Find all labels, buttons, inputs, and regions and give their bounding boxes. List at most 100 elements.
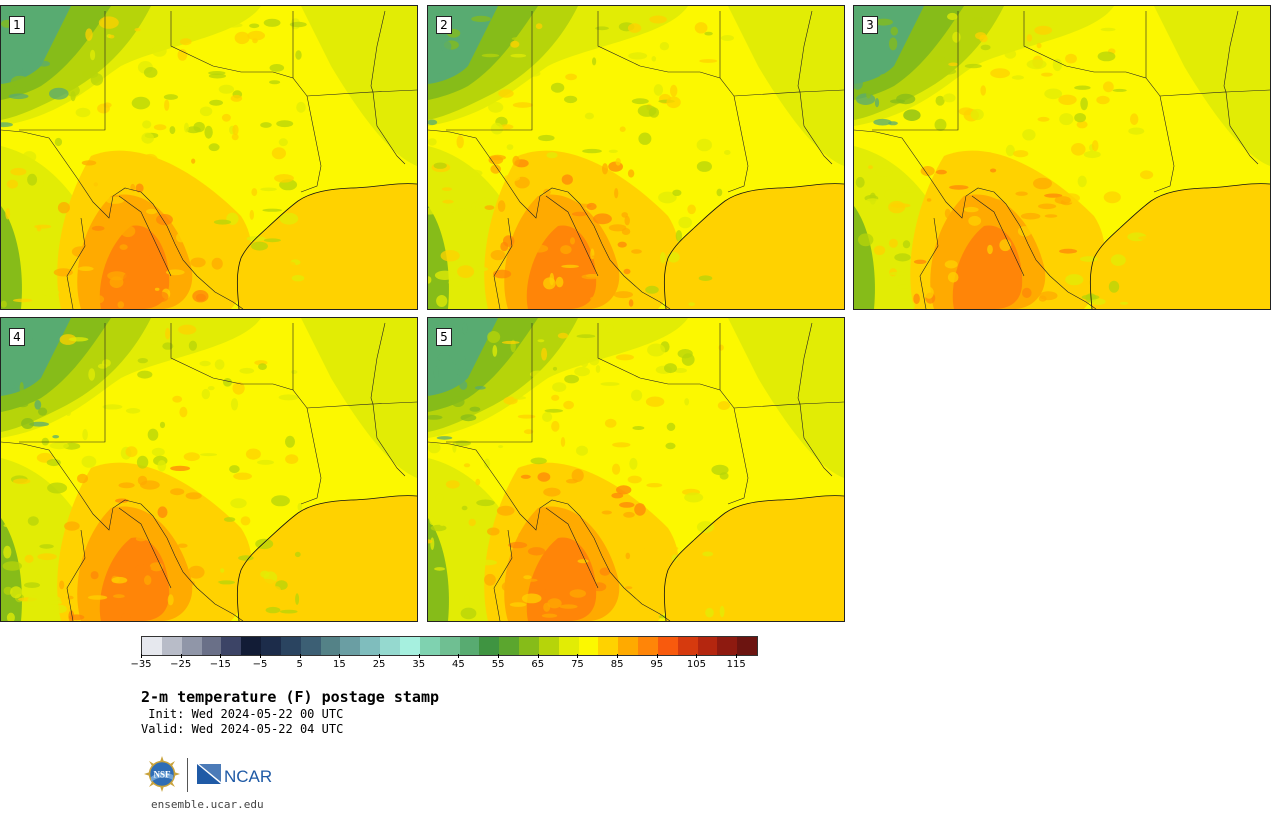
temperature-blob (684, 492, 704, 503)
temperature-blob (855, 176, 865, 188)
temperature-blob (675, 600, 695, 608)
temperature-blob (931, 55, 946, 62)
temperature-blob (10, 167, 27, 176)
temperature-blob (1040, 20, 1060, 26)
temperature-blob (970, 108, 984, 121)
temperature-blob (498, 445, 504, 449)
temperature-blob (37, 553, 57, 561)
cool-east-band (301, 318, 417, 478)
temperature-blob (125, 408, 141, 414)
temperature-blob (674, 368, 687, 373)
colorbar-cell (737, 637, 758, 655)
temperature-blob (247, 30, 265, 41)
temperature-blob (964, 63, 982, 69)
member-number: 2 (436, 16, 452, 34)
temperature-blob (274, 174, 294, 183)
temperature-blob (1079, 256, 1098, 262)
temperature-blob (987, 199, 1006, 212)
temperature-blob (667, 251, 680, 263)
temperature-blob (178, 324, 197, 335)
temperature-blob (944, 260, 958, 269)
temperature-blob (672, 189, 682, 196)
temperature-blob (88, 368, 96, 381)
temperature-blob (492, 345, 498, 357)
temperature-blob (437, 353, 450, 362)
temperature-blob (477, 559, 497, 566)
temperature-blob (54, 137, 63, 147)
temperature-blob (1140, 170, 1154, 180)
colorbar-tick-label: −5 (252, 659, 268, 670)
state-border (446, 11, 533, 131)
temperature-blob (498, 89, 514, 98)
temperature-blob (888, 121, 898, 126)
temperature-blob (157, 506, 168, 518)
colorbar-tick-mark (736, 654, 738, 658)
temperature-blob (597, 501, 603, 510)
temperature-blob (247, 592, 262, 603)
temperature-blob (716, 188, 723, 197)
temperature-blob (41, 288, 60, 297)
temperature-blob (704, 31, 713, 36)
colorbar-cell (161, 637, 182, 655)
temperature-blob (888, 37, 898, 51)
temperature-blob (645, 396, 665, 407)
temperature-blob (295, 243, 300, 250)
temperature-blob (279, 212, 299, 225)
temperature-blob (1058, 94, 1077, 106)
temperature-blob (206, 258, 214, 265)
temperature-blob (943, 93, 956, 103)
temperature-blob (670, 84, 678, 97)
temperature-blob (52, 435, 60, 439)
state-border (727, 407, 749, 505)
temperature-blob (561, 174, 573, 185)
temperature-blob (1081, 294, 1100, 300)
temperature-blob (511, 36, 531, 41)
temperature-blob (719, 605, 725, 618)
temperature-blob (537, 339, 545, 343)
colorbar-cell (201, 637, 222, 655)
temperature-blob (1011, 75, 1024, 80)
temperature-blob (105, 196, 125, 204)
temperature-blob (889, 271, 908, 276)
colorbar-tick-label: −25 (170, 659, 192, 670)
temperature-blob (1052, 58, 1063, 72)
temperature-blob (469, 406, 481, 412)
temperature-blob (648, 107, 660, 118)
temperature-blob (470, 266, 489, 272)
temperature-blob (223, 517, 236, 522)
temperature-blob (120, 225, 136, 238)
temperature-blob (446, 203, 456, 214)
temperature-blob (561, 264, 579, 268)
temperature-blob (593, 213, 612, 225)
temperature-blob (1044, 193, 1063, 198)
temperature-blob (125, 446, 138, 458)
temperature-blob (1041, 72, 1053, 77)
colorbar-tick-mark (656, 654, 658, 658)
temperature-blob (231, 133, 239, 141)
temperature-blob (3, 523, 12, 528)
temperature-blob (702, 551, 714, 557)
temperature-blob (230, 94, 243, 102)
temperature-blob (177, 579, 195, 587)
temperature-blob (178, 18, 199, 27)
temperature-blob (563, 400, 574, 410)
temperature-blob (987, 244, 993, 255)
temperature-blob (263, 238, 281, 243)
state-border (1, 129, 244, 309)
temperature-blob (699, 59, 718, 63)
temperature-blob (463, 594, 470, 605)
temperature-blob (1036, 42, 1042, 49)
temperature-blob (185, 492, 202, 500)
temperature-blob (719, 472, 729, 480)
temperature-blob (474, 386, 486, 390)
temperature-blob (890, 99, 905, 104)
temperature-blob (866, 90, 871, 99)
temperature-blob (619, 126, 626, 132)
temperature-blob (295, 593, 300, 605)
temperature-blob (613, 291, 633, 299)
state-border (799, 89, 844, 93)
temperature-blob (159, 421, 166, 429)
temperature-blob (684, 398, 690, 406)
temperature-blob (1077, 175, 1087, 188)
state-border (372, 89, 417, 93)
